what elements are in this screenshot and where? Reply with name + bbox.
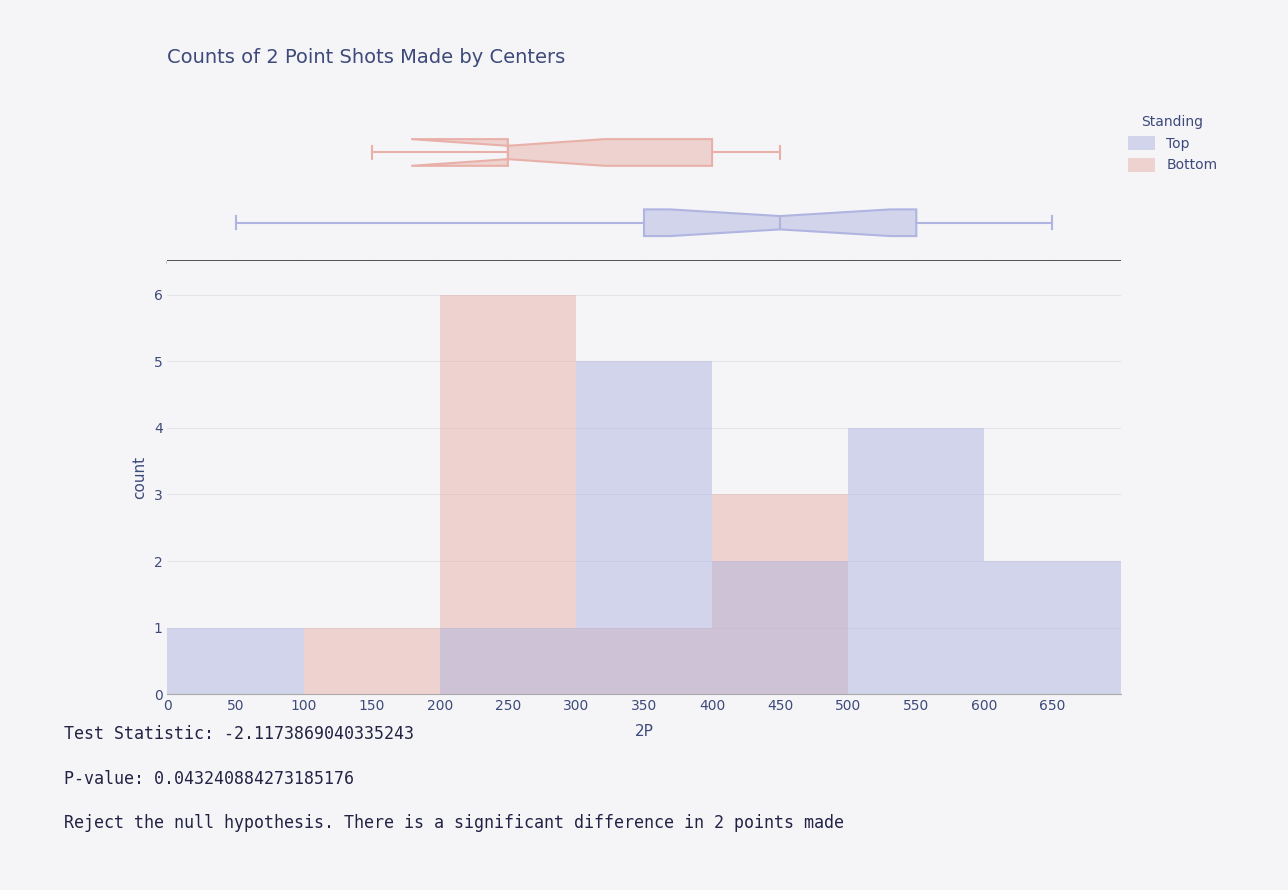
PathPatch shape xyxy=(644,209,916,236)
Text: Counts of 2 Point Shots Made by Centers: Counts of 2 Point Shots Made by Centers xyxy=(167,48,565,67)
X-axis label: 2P: 2P xyxy=(635,724,653,740)
Bar xyxy=(984,561,1121,694)
Text: P-value: 0.043240884273185176: P-value: 0.043240884273185176 xyxy=(64,770,354,788)
Text: Reject the null hypothesis. There is a significant difference in 2 points made: Reject the null hypothesis. There is a s… xyxy=(64,814,845,832)
Bar xyxy=(849,428,984,694)
Bar xyxy=(439,295,576,694)
Bar xyxy=(167,627,304,694)
PathPatch shape xyxy=(411,139,712,166)
Bar xyxy=(576,627,712,694)
Text: Test Statistic: -2.1173869040335243: Test Statistic: -2.1173869040335243 xyxy=(64,725,415,743)
Y-axis label: count: count xyxy=(131,457,147,499)
Bar xyxy=(304,627,439,694)
Bar xyxy=(712,495,849,694)
Bar xyxy=(576,361,712,694)
Legend: Top, Bottom: Top, Bottom xyxy=(1122,109,1224,178)
Bar xyxy=(712,561,849,694)
Bar xyxy=(439,627,576,694)
